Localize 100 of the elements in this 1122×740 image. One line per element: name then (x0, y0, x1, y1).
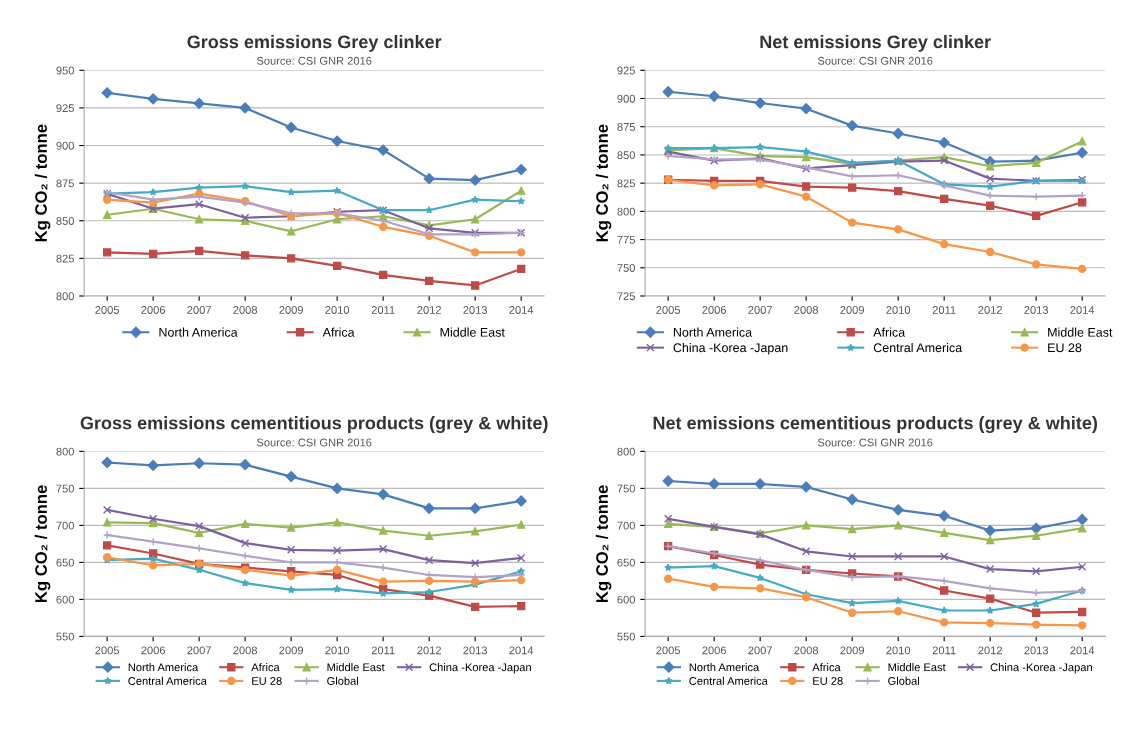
legend-label: China -Korea -Japan (673, 342, 788, 355)
legend-label: Central America (873, 342, 963, 353)
x-tick-label: 2011 (932, 306, 956, 314)
chart-title: Gross emissions Grey clinker (187, 34, 442, 52)
y-tick-label: 650 (617, 558, 635, 567)
y-tick-label: 900 (617, 94, 635, 103)
x-tick-label: 2009 (279, 306, 303, 314)
legend-label: Africa (322, 327, 355, 337)
legend-label: Central America (128, 676, 207, 685)
x-tick-label: 2007 (748, 306, 772, 314)
x-tick-label: 2007 (187, 306, 211, 314)
x-tick-label: 2005 (95, 646, 120, 655)
x-tick-label: 2011 (932, 646, 956, 655)
legend-label: EU 28 (813, 677, 843, 685)
legend-label: Global (327, 676, 358, 685)
x-tick-label: 2014 (1070, 646, 1095, 655)
x-tick-label: 2012 (417, 646, 441, 655)
chart-title: Gross emissions cementitious products (grey & white) (80, 416, 548, 433)
y-axis-title: Kg CO₂ / tonne (34, 124, 51, 242)
x-tick-label: 2013 (463, 306, 488, 314)
y-axis-title: Kg CO₂ / tonne (595, 124, 612, 242)
y-tick-label: 875 (617, 122, 635, 131)
x-tick-label: 2013 (1024, 646, 1049, 655)
chart-subtitle: Source: CSI GNR 2016 (256, 438, 372, 447)
x-tick-label: 2014 (509, 646, 534, 655)
y-tick-label: 550 (56, 632, 74, 641)
x-tick-label: 2008 (233, 646, 258, 655)
legend-label: Africa (251, 663, 280, 672)
y-tick-label: 600 (56, 595, 74, 604)
y-tick-label: 925 (617, 66, 635, 75)
x-tick-label: 2009 (279, 646, 303, 655)
x-tick-label: 2010 (325, 646, 350, 655)
y-tick-label: 600 (617, 595, 635, 604)
y-tick-label: 750 (617, 264, 635, 272)
legend-label: North America (689, 663, 760, 672)
x-tick-label: 2006 (141, 306, 166, 314)
x-tick-label: 2007 (748, 646, 772, 655)
x-tick-label: 2013 (1024, 306, 1049, 314)
x-tick-label: 2008 (233, 306, 258, 314)
legend-label: China -Korea -Japan (429, 663, 531, 674)
x-tick-label: 2006 (702, 306, 727, 314)
x-tick-label: 2005 (95, 306, 120, 314)
y-tick-label: 650 (56, 558, 74, 567)
legend-label: EU 28 (252, 677, 282, 685)
chart-subtitle: Source: CSI GNR 2016 (256, 56, 372, 65)
y-tick-label: 550 (617, 632, 635, 641)
legend-label: Middle East (888, 663, 946, 672)
legend-label: Middle East (1048, 327, 1113, 337)
x-tick-label: 2011 (371, 646, 395, 655)
x-tick-label: 2012 (417, 306, 441, 314)
y-tick-label: 750 (617, 484, 635, 493)
y-tick-label: 825 (56, 254, 74, 263)
y-tick-label: 750 (56, 484, 74, 493)
y-tick-label: 700 (56, 521, 74, 530)
y-tick-label: 875 (56, 179, 74, 188)
x-tick-label: 2005 (656, 306, 681, 314)
x-tick-label: 2010 (325, 306, 350, 314)
y-axis-title: Kg CO₂ / tonne (595, 485, 612, 603)
x-tick-label: 2012 (978, 646, 1002, 655)
y-tick-label: 825 (617, 179, 635, 188)
y-tick-label: 800 (617, 207, 635, 216)
legend-label: Middle East (327, 663, 385, 672)
x-tick-label: 2007 (187, 646, 211, 655)
y-tick-label: 850 (56, 217, 74, 225)
x-tick-label: 2006 (702, 646, 727, 655)
y-tick-label: 775 (617, 235, 635, 244)
y-tick-label: 925 (56, 104, 74, 113)
chart-title: Net emissions cementitious products (grey & white) (653, 416, 1098, 433)
chart-title: Net emissions Grey clinker (760, 34, 991, 52)
x-tick-label: 2006 (141, 646, 166, 655)
y-tick-label: 850 (617, 151, 635, 160)
legend-label: China -Korea -Japan (990, 663, 1092, 674)
y-tick-label: 800 (617, 447, 635, 456)
x-tick-label: 2011 (371, 306, 395, 314)
x-tick-label: 2012 (978, 306, 1002, 314)
y-tick-label: 800 (56, 447, 74, 456)
legend-label: Africa (873, 327, 906, 337)
chart-subtitle: Source: CSI GNR 2016 (817, 438, 933, 447)
x-tick-label: 2014 (509, 306, 534, 314)
legend-label: EU 28 (1048, 343, 1082, 353)
x-tick-label: 2009 (840, 646, 864, 655)
legend-label: North America (159, 327, 238, 337)
y-axis-title: Kg CO₂ / tonne (34, 485, 51, 603)
x-tick-label: 2009 (840, 306, 864, 314)
x-tick-label: 2014 (1070, 306, 1095, 314)
legend-label: Africa (812, 663, 841, 672)
y-tick-label: 700 (617, 521, 635, 530)
x-tick-label: 2010 (886, 306, 911, 314)
y-tick-label: 950 (56, 66, 74, 75)
chart-subtitle: Source: CSI GNR 2016 (817, 56, 933, 65)
legend-label: Global (888, 676, 919, 685)
legend-label: Central America (689, 676, 768, 685)
x-tick-label: 2008 (794, 306, 819, 314)
legend-label: Middle East (440, 327, 505, 337)
legend-label: North America (673, 327, 753, 337)
x-tick-label: 2005 (656, 646, 681, 655)
y-tick-label: 900 (56, 141, 74, 150)
x-tick-label: 2008 (794, 646, 819, 655)
x-tick-label: 2013 (463, 646, 488, 655)
y-tick-label: 800 (56, 292, 74, 301)
